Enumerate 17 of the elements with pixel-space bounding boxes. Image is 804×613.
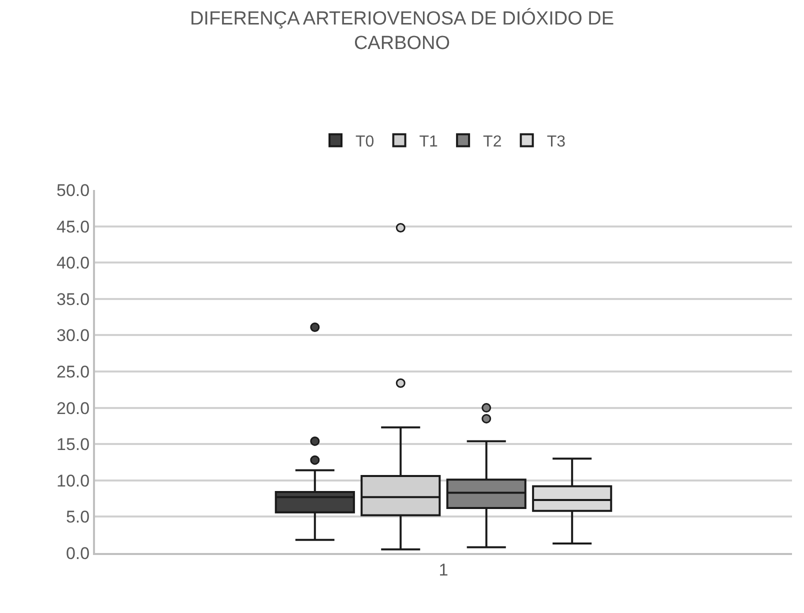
y-tick-label: 35.0	[56, 290, 90, 309]
y-tick-label: 5.0	[66, 508, 90, 527]
legend-label: T1	[419, 133, 438, 150]
y-tick-label: 20.0	[56, 398, 90, 418]
chart-title: DIFERENÇA ARTERIOVENOSA DE DIÓXIDO DE CARBONO	[190, 8, 614, 54]
legend-label: T2	[483, 133, 502, 150]
y-tick-label: 15.0	[56, 435, 90, 454]
x-tick-label: 1	[438, 560, 448, 580]
y-tick-label: 0.0	[66, 544, 90, 563]
y-tick-label: 45.0	[56, 217, 90, 236]
legend-label: T0	[356, 133, 374, 150]
y-tick-label: 50.0	[56, 180, 90, 200]
y-tick-label: 30.0	[56, 326, 90, 346]
y-tick-label: 10.0	[56, 471, 90, 490]
y-tick-label: 25.0	[56, 362, 90, 382]
legend-label: T3	[546, 133, 566, 150]
y-tick-label: 40.0	[56, 254, 90, 273]
